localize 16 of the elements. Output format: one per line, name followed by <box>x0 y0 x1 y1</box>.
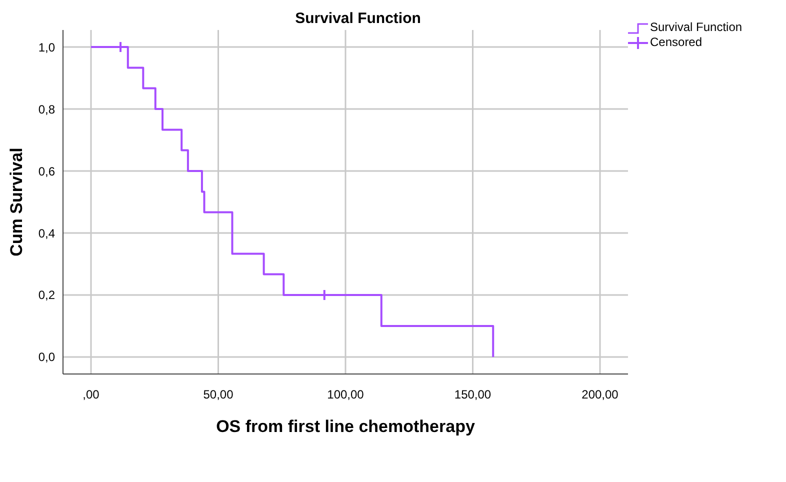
x-tick-label: 150,00 <box>454 388 492 402</box>
y-tick-label: 0,8 <box>38 102 56 116</box>
y-axis-title: Cum Survival <box>7 148 26 256</box>
x-axis-title: OS from first line chemotherapy <box>216 417 476 436</box>
y-tick-label: 0,6 <box>38 164 56 178</box>
x-tick-label: 200,00 <box>582 388 619 402</box>
y-tick-label: 0,2 <box>38 288 56 302</box>
x-tick-label: ,00 <box>82 388 100 402</box>
y-tick-label: 0,0 <box>38 350 56 364</box>
legend-label: Censored <box>650 35 702 50</box>
y-tick-label: 1,0 <box>38 40 56 54</box>
x-tick-label: 50,00 <box>203 388 234 402</box>
chart-title: Survival Function <box>295 10 421 27</box>
y-tick-label: 0,4 <box>38 226 56 240</box>
x-tick-label: 100,00 <box>327 388 364 402</box>
legend-label: Survival Function <box>650 20 742 35</box>
